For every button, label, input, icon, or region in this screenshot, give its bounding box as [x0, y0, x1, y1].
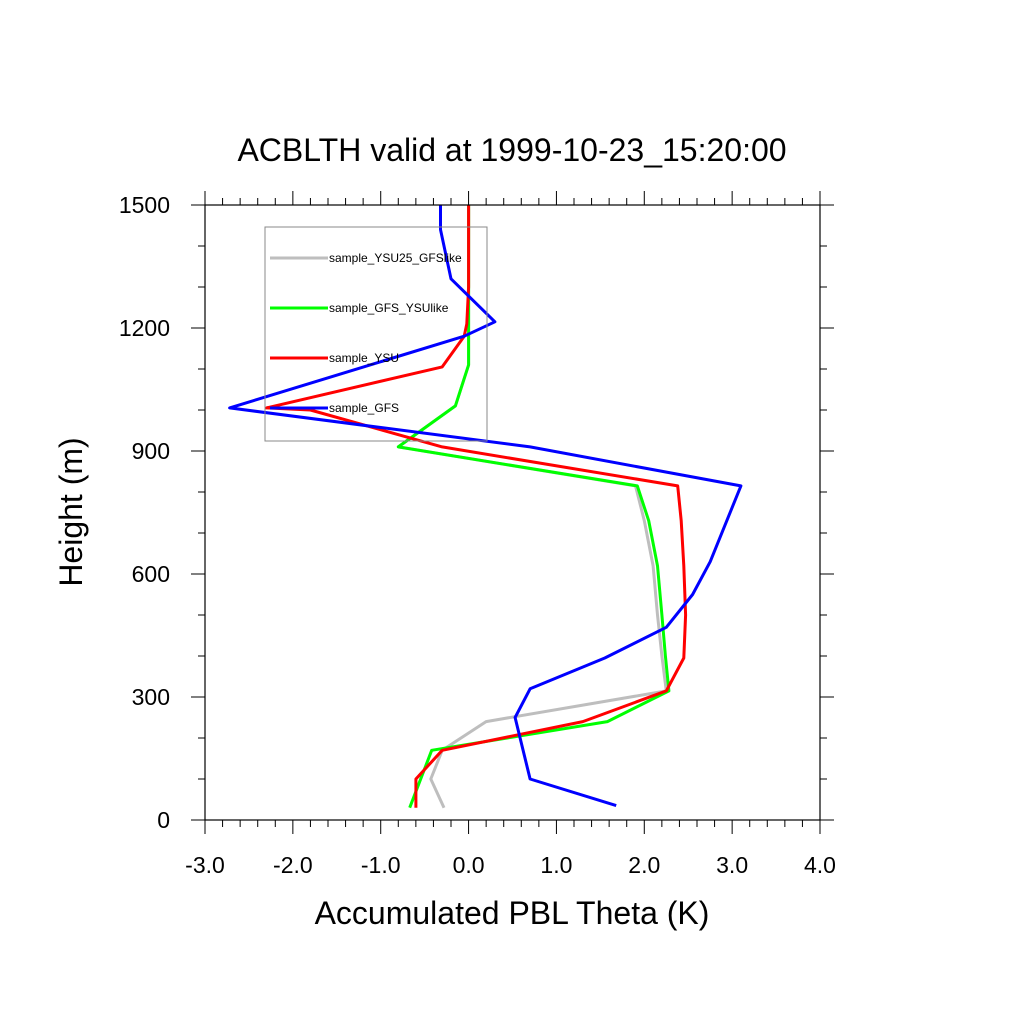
x-tick-label: -3.0: [185, 852, 225, 878]
legend-label: sample_YSU25_GFSlike: [329, 251, 462, 265]
y-tick-label: 300: [132, 684, 170, 710]
x-tick-label: -2.0: [273, 852, 313, 878]
y-tick-label: 600: [132, 561, 170, 587]
legend-label: sample_GFS: [329, 401, 399, 415]
series-layer: [228, 205, 743, 809]
legend: sample_YSU25_GFSlike sample_GFS_YSUlikesa…: [264, 226, 488, 442]
series-line-sample-gfs: [228, 205, 743, 808]
y-tick-label: 0: [157, 807, 170, 833]
y-tick-label: 1500: [119, 192, 170, 218]
legend-box: [264, 226, 488, 442]
series-line-sample-ysu: [265, 205, 688, 808]
legend-label: sample_GFS_YSUlike: [329, 301, 449, 315]
y-axis-title: Height (m): [53, 437, 89, 586]
x-tick-label: 2.0: [628, 852, 660, 878]
series-line-sample-ysu25-gfslike: [396, 205, 668, 809]
y-tick-label: 1200: [119, 315, 170, 341]
series-line-sample-gfs-ysulike: [396, 205, 671, 809]
x-tick-label: -1.0: [361, 852, 401, 878]
x-tick-label: 3.0: [716, 852, 748, 878]
y-tick-label: 900: [132, 438, 170, 464]
chart-title: ACBLTH valid at 1999-10-23_15:20:00: [237, 132, 786, 168]
axes: -3.0 -2.0 -1.0 0.0 1.0 2.0 3.0 4.0 0 300 600 900 120…: [119, 191, 836, 878]
x-axis-title: Accumulated PBL Theta (K): [315, 895, 710, 931]
x-tick-label: 1.0: [540, 852, 572, 878]
legend-label: sample_YSU: [329, 351, 399, 365]
plot-frame: [204, 204, 821, 821]
x-tick-label: 0.0: [453, 852, 485, 878]
x-tick-label: 4.0: [804, 852, 836, 878]
